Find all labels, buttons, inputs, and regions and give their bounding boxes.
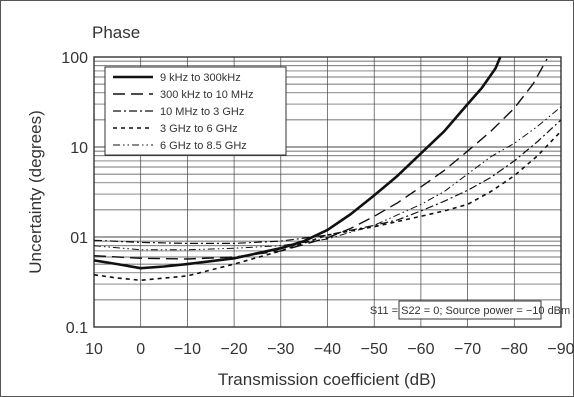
x-tick-label: −20 bbox=[221, 341, 248, 358]
x-tick-label: 10 bbox=[85, 341, 103, 358]
x-tick-label: −30 bbox=[267, 341, 294, 358]
legend: 9 kHz to 300kHz 300 kHz to 10 MHz 10 MHz t… bbox=[104, 66, 287, 156]
legend-label: 9 kHz to 300kHz bbox=[160, 72, 241, 84]
legend-label: 10 MHz to 3 GHz bbox=[160, 106, 244, 118]
legend-label: 6 GHz to 8.5 GHz bbox=[160, 140, 247, 152]
annotation-text: S11 = S22 = 0; Source power = −10 dBm bbox=[370, 305, 570, 317]
x-tick-label: −50 bbox=[361, 341, 388, 358]
x-tick-label: −10 bbox=[174, 341, 201, 358]
series-layer bbox=[93, 56, 562, 282]
annotation-frame bbox=[398, 300, 542, 320]
legend-label: 3 GHz to 6 GHz bbox=[160, 123, 238, 135]
x-tick-label: −40 bbox=[314, 341, 341, 358]
x-tick-label: −70 bbox=[454, 341, 481, 358]
x-axis-label: Transmission coefficient (dB) bbox=[218, 370, 436, 389]
y-tick-label: 10 bbox=[70, 140, 88, 157]
chart-title: Phase bbox=[92, 23, 140, 42]
y-tick-label: 01 bbox=[70, 230, 88, 247]
series-line bbox=[93, 106, 562, 251]
y-axis-label: Uncertainty (degrees) bbox=[26, 110, 45, 273]
plot-area-border bbox=[93, 56, 562, 328]
y-tick-label: 0.1 bbox=[66, 320, 88, 337]
annotation-box: S11 = S22 = 0; Source power = −10 dBm bbox=[370, 300, 570, 320]
series-line bbox=[93, 58, 548, 260]
legend-label: 300 kHz to 10 MHz bbox=[160, 89, 254, 101]
x-tick-label: −80 bbox=[501, 341, 528, 358]
y-tick-label: 100 bbox=[61, 50, 88, 67]
x-tick-label: −60 bbox=[407, 341, 434, 358]
series-line bbox=[93, 119, 562, 244]
x-tick-label: 0 bbox=[136, 341, 145, 358]
series-line bbox=[93, 56, 502, 270]
x-tick-label: −90 bbox=[547, 341, 574, 358]
